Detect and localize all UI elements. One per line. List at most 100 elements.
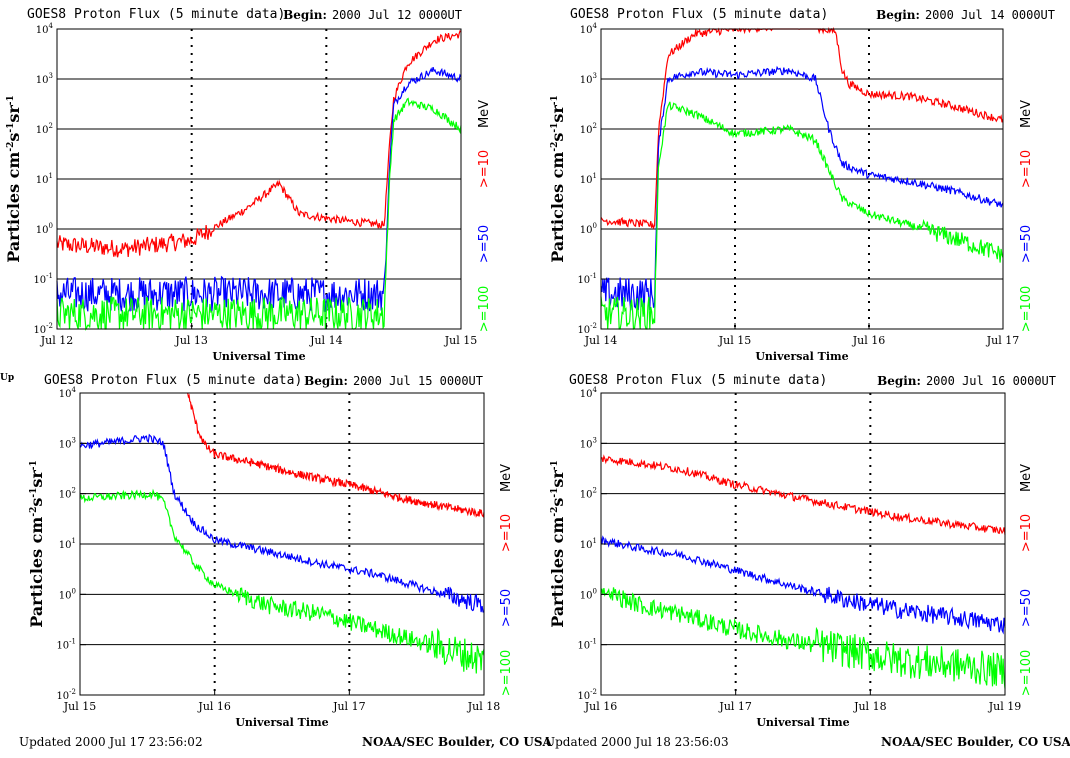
x-tick-label: Jul 15 — [444, 334, 478, 347]
legend: MeV >=10 >=50 >=100 — [477, 100, 492, 332]
y-tick-label: 10-2 — [577, 688, 597, 702]
begin-label: Begin: — [283, 8, 327, 22]
y-tick-label: 103 — [580, 436, 597, 450]
x-tick-label: Jul 15 — [718, 334, 752, 347]
x-tick-label: Jul 14 — [584, 334, 618, 347]
y-tick-label: 100 — [59, 587, 76, 601]
y-tick-label: 102 — [580, 487, 597, 501]
series-line-ge100 — [79, 488, 485, 674]
x-tick-label: Jul 18 — [853, 700, 887, 713]
y-tick-label: 10-1 — [33, 272, 53, 286]
x-tick-label: Jul 19 — [988, 700, 1022, 713]
y-tick-label: 104 — [580, 22, 598, 36]
series-line-ge10 — [600, 454, 1006, 535]
series-line-ge50 — [600, 65, 1004, 311]
x-tick-label: Jul 16 — [584, 700, 618, 713]
series-line-ge50 — [79, 433, 485, 613]
org-text: NOAA/SEC Boulder, CO USA — [362, 735, 553, 749]
y-axis-label: Particles cm-2s-1sr-1 — [548, 460, 567, 628]
org-text: NOAA/SEC Boulder, CO USA — [881, 735, 1070, 749]
y-tick-label: 101 — [580, 172, 597, 186]
legend: MeV >=10 >=50 >=100 — [1019, 464, 1034, 696]
series-line-ge10 — [187, 392, 485, 518]
legend-entry-ge10: >=10 — [1019, 150, 1034, 188]
y-tick-label: 103 — [36, 72, 53, 86]
series-line-ge100 — [600, 101, 1004, 330]
y-tick-label: 102 — [580, 122, 597, 136]
legend-unit: MeV — [1019, 464, 1034, 492]
legend-entry-ge100: >=100 — [1019, 650, 1034, 697]
y-tick-label: 100 — [580, 222, 597, 236]
x-tick-label: Jul 18 — [467, 700, 501, 713]
y-tick-label: 102 — [36, 122, 53, 136]
y-tick-label: 103 — [59, 436, 76, 450]
legend-entry-ge10: >=10 — [499, 514, 514, 552]
y-axis-label: Particles cm-2s-1sr-1 — [548, 95, 567, 263]
x-axis-label: Universal Time — [212, 350, 305, 363]
y-tick-label: 10-2 — [577, 322, 597, 336]
chart-title: GOES8 Proton Flux (5 minute data) — [27, 7, 285, 22]
legend-entry-ge50: >=50 — [477, 225, 492, 263]
y-tick-label: 104 — [59, 386, 77, 400]
series-line-ge10 — [56, 29, 462, 258]
series-line-ge50 — [56, 66, 462, 313]
legend-entry-ge10: >=10 — [477, 150, 492, 188]
y-tick-label: 10-1 — [56, 638, 76, 652]
begin-label: Begin: — [304, 374, 348, 388]
x-tick-label: Jul 16 — [852, 334, 886, 347]
chart-panel-4: GOES8 Proton Flux (5 minute data) 2000 Ju… — [548, 373, 1056, 729]
series-line-ge50 — [600, 535, 1006, 635]
x-tick-label: Jul 13 — [174, 334, 208, 347]
y-tick-label: 100 — [580, 587, 597, 601]
y-axis-label: Particles cm-2s-1sr-1 — [27, 460, 46, 628]
updated-text: Updated 2000 Jul 17 23:56:02 — [19, 735, 203, 749]
y-tick-label: 101 — [580, 537, 597, 551]
x-tick-label: Jul 17 — [986, 334, 1020, 347]
y-tick-label: 101 — [59, 537, 76, 551]
chart-panel-3: GOES8 Proton Flux (5 minute data) 2000 Ju… — [27, 373, 514, 729]
y-tick-label: 103 — [580, 72, 597, 86]
y-tick-label: 100 — [36, 222, 53, 236]
chart-title: GOES8 Proton Flux (5 minute data) — [569, 373, 827, 388]
legend: MeV >=10 >=50 >=100 — [499, 464, 514, 696]
chart-panel-1: GOES8 Proton Flux (5 minute data) 2000 Ju… — [4, 7, 492, 363]
legend-entry-ge50: >=50 — [499, 589, 514, 627]
y-tick-label: 10-1 — [577, 638, 597, 652]
legend-unit: MeV — [1019, 100, 1034, 128]
y-tick-label: 102 — [59, 487, 76, 501]
legend-entry-ge100: >=100 — [477, 286, 492, 333]
legend-entry-ge100: >=100 — [1019, 286, 1034, 333]
begin-value: 2000 Jul 15 0000UT — [353, 374, 483, 388]
legend: MeV >=10 >=50 >=100 — [1019, 100, 1034, 332]
chart-panel-2: GOES8 Proton Flux (5 minute data) 2000 Ju… — [548, 7, 1055, 363]
x-tick-label: Jul 14 — [309, 334, 343, 347]
x-tick-label: Jul 17 — [718, 700, 752, 713]
legend-unit: MeV — [477, 100, 492, 128]
begin-value: 2000 Jul 12 0000UT — [332, 8, 462, 22]
x-axis-label: Universal Time — [235, 716, 328, 729]
begin-label: Begin: — [877, 374, 921, 388]
chart-title: GOES8 Proton Flux (5 minute data) — [570, 7, 828, 22]
y-axis-label: Particles cm-2s-1sr-1 — [4, 95, 23, 263]
y-tick-label: 10-1 — [577, 272, 597, 286]
x-axis-label: Universal Time — [756, 716, 849, 729]
y-tick-label: 10-2 — [56, 688, 76, 702]
legend-entry-ge50: >=50 — [1019, 225, 1034, 263]
x-tick-label: Jul 16 — [197, 700, 231, 713]
page-fragment: Up — [0, 373, 14, 383]
legend-entry-ge100: >=100 — [499, 650, 514, 697]
y-tick-label: 104 — [580, 386, 598, 400]
y-tick-label: 10-2 — [33, 322, 53, 336]
chart-title: GOES8 Proton Flux (5 minute data) — [44, 373, 302, 388]
x-tick-label: Jul 17 — [332, 700, 366, 713]
legend-entry-ge10: >=10 — [1019, 514, 1034, 552]
begin-value: 2000 Jul 16 0000UT — [926, 374, 1056, 388]
x-tick-label: Jul 15 — [63, 700, 97, 713]
updated-text: Updated 2000 Jul 18 23:56:03 — [545, 735, 729, 749]
legend-unit: MeV — [499, 464, 514, 492]
begin-value: 2000 Jul 14 0000UT — [925, 8, 1055, 22]
begin-label: Begin: — [876, 8, 920, 22]
series-line-ge100 — [600, 587, 1006, 689]
x-tick-label: Jul 12 — [40, 334, 74, 347]
